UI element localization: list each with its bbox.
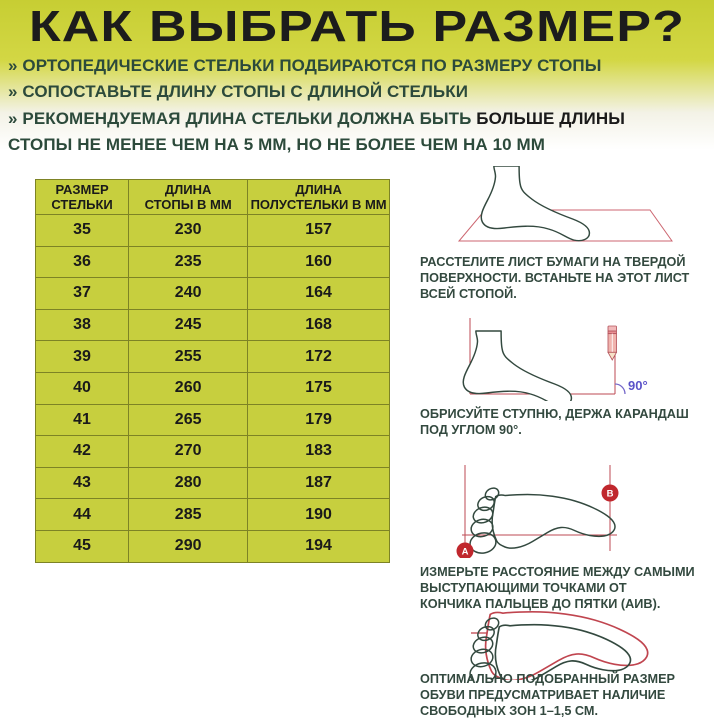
svg-text:90°: 90° <box>628 378 648 393</box>
svg-text:A: A <box>462 547 469 558</box>
svg-text:B: B <box>607 489 614 500</box>
